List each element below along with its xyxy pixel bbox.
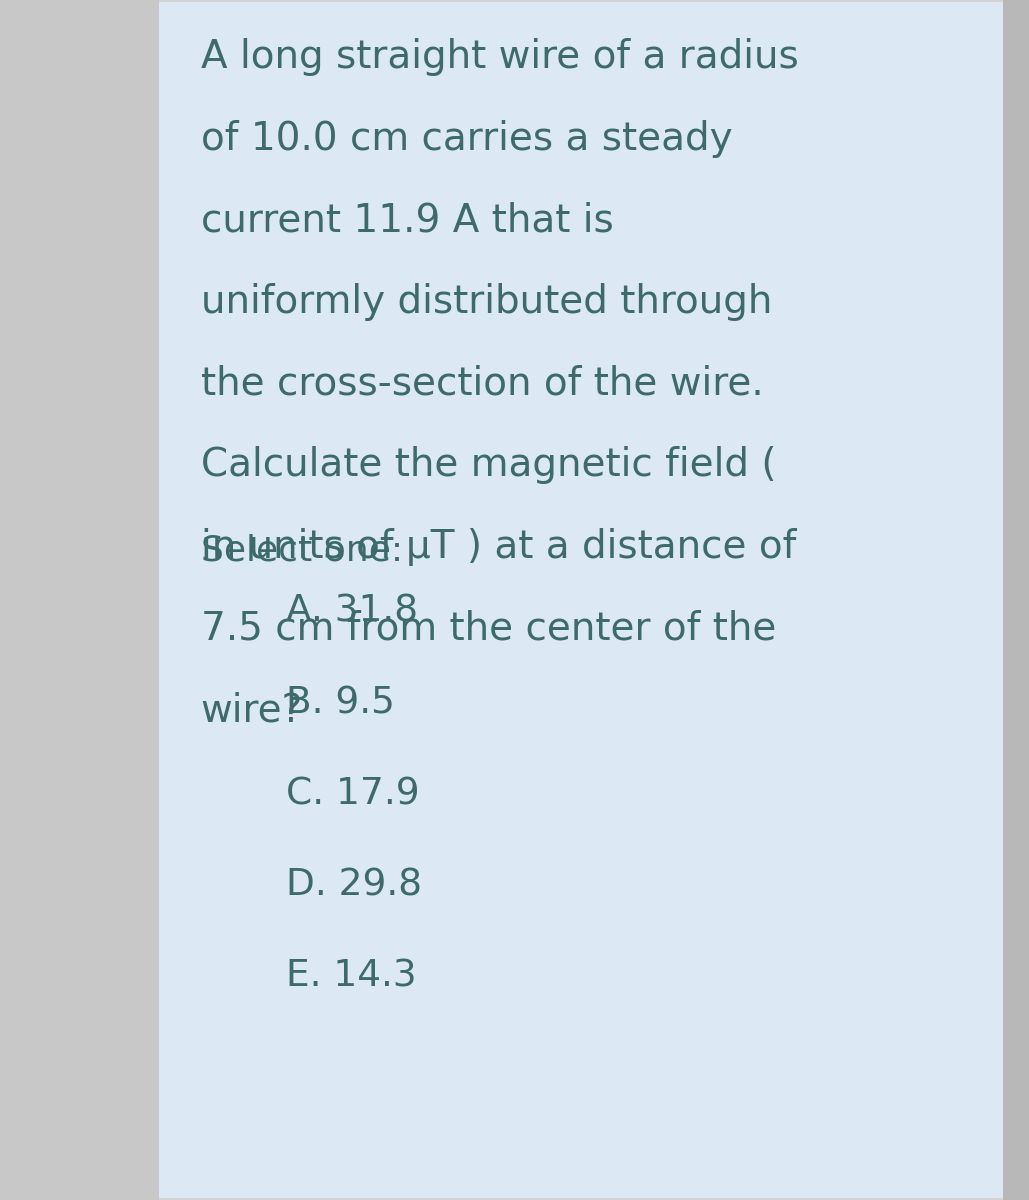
Ellipse shape (212, 863, 257, 908)
Text: 7.5 cm from the center of the: 7.5 cm from the center of the (201, 610, 776, 648)
Text: D. 29.8: D. 29.8 (286, 868, 422, 904)
Text: in units of μT ) at a distance of: in units of μT ) at a distance of (201, 528, 796, 566)
Text: Calculate the magnetic field (: Calculate the magnetic field ( (201, 446, 776, 485)
Text: C. 17.9: C. 17.9 (286, 776, 420, 812)
Text: current 11.9 A that is: current 11.9 A that is (201, 202, 613, 240)
Ellipse shape (212, 680, 257, 726)
Text: of 10.0 cm carries a steady: of 10.0 cm carries a steady (201, 120, 733, 158)
Ellipse shape (212, 954, 257, 1000)
Text: E. 14.3: E. 14.3 (286, 959, 417, 995)
Text: wire?: wire? (201, 691, 303, 730)
Ellipse shape (212, 772, 257, 817)
Text: the cross-section of the wire.: the cross-section of the wire. (201, 365, 764, 403)
Ellipse shape (212, 589, 257, 635)
Text: A long straight wire of a radius: A long straight wire of a radius (201, 38, 799, 77)
Text: A. 31.8: A. 31.8 (286, 594, 418, 630)
Text: Select one:: Select one: (201, 534, 402, 568)
Text: B. 9.5: B. 9.5 (286, 685, 395, 721)
Text: uniformly distributed through: uniformly distributed through (201, 283, 772, 322)
